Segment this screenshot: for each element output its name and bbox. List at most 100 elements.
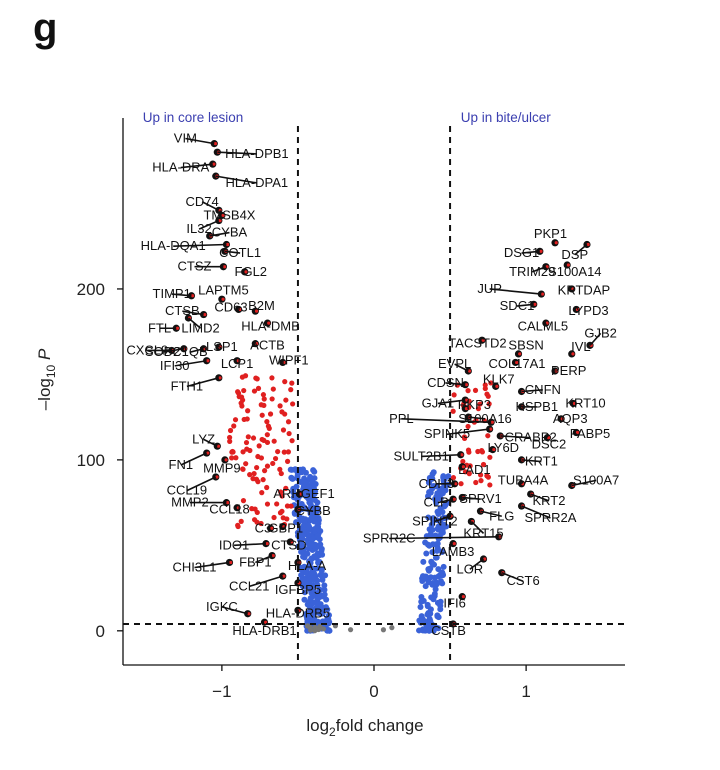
gene-label-ccl21: CCL21: [229, 578, 269, 593]
point-fc-only: [301, 577, 308, 584]
point-fc-only: [432, 541, 439, 548]
gene-label-cxcl9: CXCL9: [126, 342, 168, 357]
gene-label-lyz: LYZ: [192, 431, 215, 446]
point-significant: [462, 469, 469, 475]
leader-line: [389, 535, 499, 540]
gene-label-spink5: SPINK5: [424, 426, 470, 441]
point-fc-only: [431, 561, 438, 568]
leader-line: [187, 317, 202, 329]
point-significant: [465, 388, 471, 394]
gene-label-flg: FLG: [489, 508, 514, 523]
labeled-gene-point-core: [571, 287, 575, 291]
point-significant: [281, 449, 287, 455]
point-fc-only: [439, 548, 446, 555]
labeled-gene-point-core: [586, 242, 590, 247]
point-fc-only: [425, 514, 432, 521]
point-significant: [460, 458, 466, 465]
gene-label-limd2: LIMD2: [181, 320, 219, 335]
gene-label-krt15: KRT15: [463, 525, 503, 540]
point-fc-only: [417, 604, 424, 611]
point-significant: [275, 448, 281, 455]
gene-label-pkp3: PKP3: [458, 397, 491, 412]
point-fc-only: [308, 515, 315, 522]
point-fc-only: [317, 528, 324, 535]
point-significant: [249, 506, 255, 512]
point-fc-only: [318, 567, 325, 574]
labeled-gene-point-core: [554, 241, 558, 245]
point-fc-only: [299, 517, 306, 524]
point-significant: [480, 461, 487, 468]
labeled-gene-point-core: [467, 369, 472, 373]
gene-label-ctsb: CTSB: [165, 303, 200, 318]
leader-line: [201, 201, 220, 212]
gene-label-chi3l1: CHI3L1: [172, 560, 216, 575]
point-fc-only: [431, 574, 438, 581]
gene-label-mmp2: MMP2: [171, 495, 209, 510]
point-fc-only: [322, 572, 329, 579]
gene-label-sprr2c: SPRR2C: [363, 531, 416, 546]
point-fc-only: [434, 599, 441, 606]
point-fc-only: [302, 479, 309, 486]
point-fc-only: [309, 536, 316, 543]
gene-label-klk7: KLK7: [483, 372, 515, 387]
point-fc-only: [314, 533, 321, 540]
gene-label-tuba4a: TUBA4A: [498, 472, 549, 487]
point-significant: [283, 485, 289, 491]
point-significant: [254, 376, 260, 382]
point-fc-only: [430, 483, 437, 490]
point-significant: [282, 379, 288, 385]
point-ns: [389, 625, 395, 631]
leader-line: [437, 399, 466, 405]
gene-label-ido1: IDO1: [219, 537, 249, 552]
point-fc-only: [315, 520, 322, 527]
leader-line: [182, 310, 204, 316]
point-significant: [487, 482, 493, 488]
labeled-gene-point-core: [464, 406, 469, 411]
point-significant: [279, 493, 285, 499]
point-significant: [284, 503, 291, 509]
leader-line: [171, 293, 192, 297]
point-significant: [466, 449, 472, 455]
point-fc-only: [435, 566, 442, 573]
labeled-gene-point-core: [238, 307, 242, 312]
gene-label-c1qb: C1QB: [172, 344, 207, 359]
point-fc-only: [434, 490, 441, 497]
leader-line: [203, 438, 218, 447]
leader-line: [434, 515, 451, 523]
point-fc-only: [312, 544, 319, 551]
point-fc-only: [427, 565, 434, 572]
gene-label-timp1: TIMP1: [153, 286, 191, 301]
point-significant: [288, 503, 294, 509]
point-fc-only: [429, 526, 436, 533]
gene-label-cotl1: COTL1: [219, 245, 261, 260]
labeled-gene-point-core: [215, 475, 219, 479]
gene-label-col17a1: COL17A1: [488, 356, 545, 371]
leader-line: [401, 418, 492, 424]
point-fc-only: [434, 547, 441, 554]
point-significant: [250, 435, 257, 441]
point-significant: [284, 458, 291, 464]
arrows-layer: [147, 137, 602, 615]
gene-label-igkc: IGKC: [206, 599, 238, 614]
gene-label-lor: LOR: [456, 561, 483, 576]
y-axis-title: –log10 P: [35, 348, 58, 410]
labeled-gene-point-core: [206, 359, 210, 363]
point-fc-only: [306, 484, 313, 491]
gene-label-gja1: GJA1: [422, 395, 455, 410]
leader-line: [571, 479, 597, 487]
point-fc-only: [290, 486, 297, 493]
gene-label-cdh3: CDH3: [419, 476, 454, 491]
point-fc-only: [441, 521, 448, 528]
point-fc-only: [433, 581, 440, 588]
point-fc-only: [419, 577, 426, 584]
leader-line: [185, 137, 215, 145]
gene-label-c3: C3: [255, 520, 272, 535]
point-fc-only: [312, 481, 319, 488]
point-significant: [254, 509, 260, 516]
point-significant: [227, 427, 234, 434]
labeled-gene-point-core: [224, 458, 228, 462]
point-fc-only: [298, 572, 305, 579]
leader-line: [297, 508, 314, 512]
labeled-gene-point-core: [244, 270, 248, 274]
